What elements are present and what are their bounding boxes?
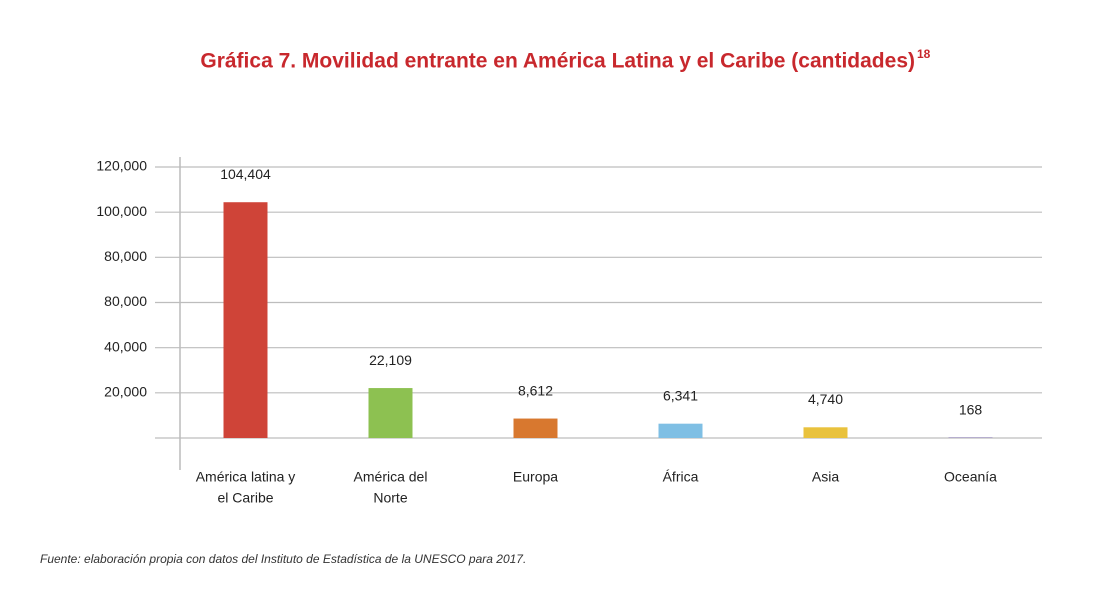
- bar: [513, 418, 558, 438]
- value-label: 22,109: [369, 352, 412, 368]
- y-tick-label: 20,000: [104, 384, 147, 400]
- value-label: 6,341: [663, 387, 698, 403]
- value-label: 4,740: [808, 391, 843, 407]
- bar: [803, 427, 848, 438]
- value-label: 8,612: [518, 382, 553, 398]
- x-tick-label: América del: [354, 469, 428, 485]
- bar: [368, 388, 413, 438]
- x-tick-label: África: [663, 469, 699, 485]
- x-tick-label: Oceanía: [944, 469, 997, 485]
- y-tick-label: 40,000: [104, 338, 147, 354]
- value-label: 104,404: [220, 166, 271, 182]
- value-label: 168: [959, 401, 983, 417]
- bar: [658, 423, 703, 438]
- x-tick-label: el Caribe: [217, 490, 273, 506]
- x-tick-label: Europa: [513, 469, 558, 485]
- x-tick-label: Norte: [373, 490, 407, 506]
- y-tick-label: 80,000: [104, 248, 147, 264]
- y-tick-label: 120,000: [96, 158, 147, 174]
- x-tick-label: América latina y: [196, 469, 296, 485]
- y-tick-label: 80,000: [104, 293, 147, 309]
- title-superscript: 18: [917, 47, 931, 61]
- x-tick-label: Asia: [812, 469, 839, 485]
- y-tick-label: 100,000: [96, 203, 147, 219]
- chart-title: Gráfica 7. Movilidad entrante en América…: [200, 50, 915, 73]
- source-note: Fuente: elaboración propia con datos del…: [40, 552, 526, 566]
- bar: [223, 202, 268, 438]
